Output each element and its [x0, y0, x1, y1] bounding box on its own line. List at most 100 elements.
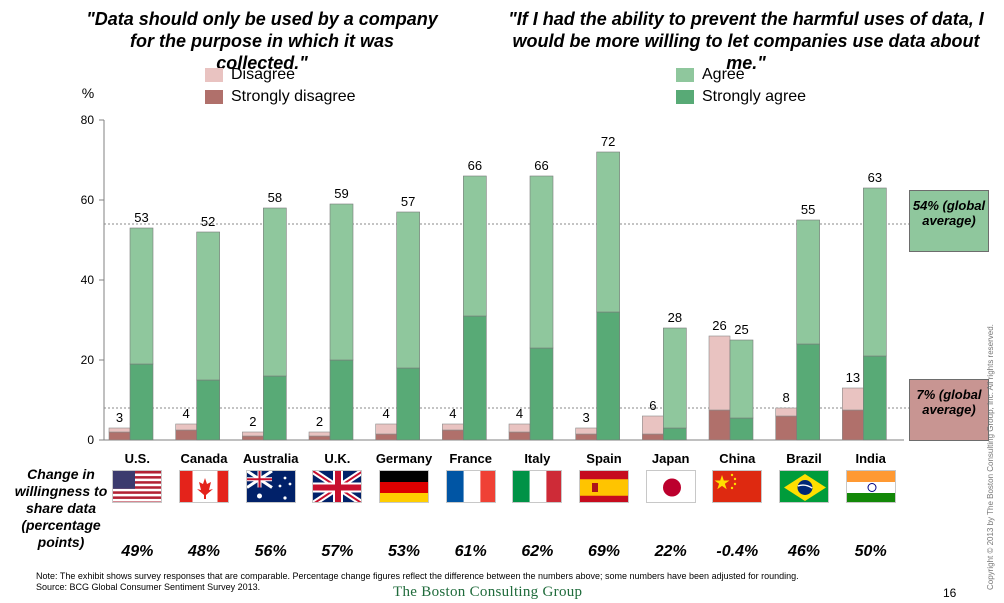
note-text: Note: The exhibit shows survey responses…	[36, 571, 799, 581]
category-label: U.S.	[125, 451, 150, 466]
category-label: France	[449, 451, 492, 466]
category-label: Australia	[243, 451, 299, 466]
y-tick-label: 80	[81, 113, 95, 127]
bar-agree	[863, 187, 887, 357]
source-text: Source: BCG Global Consumer Sentiment Su…	[36, 582, 261, 592]
bar-agree	[529, 175, 554, 349]
data-label-disagree: 4	[183, 406, 190, 421]
italy-flag-icon	[512, 470, 563, 503]
bar-agree	[196, 231, 220, 381]
bar-disagree	[842, 387, 864, 411]
australia-flag-icon	[245, 470, 296, 503]
disagree-global-average-box: 7% (global average)	[909, 379, 989, 441]
bar-strongly-disagree	[108, 431, 131, 441]
bar-strongly-agree	[796, 343, 820, 441]
quote-right: "If I had the ability to prevent the har…	[508, 9, 984, 73]
bar-strongly-disagree	[575, 433, 597, 441]
bar-disagree	[375, 423, 397, 435]
category-label: Brazil	[786, 451, 821, 466]
bar-strongly-disagree	[308, 435, 331, 441]
bar-agree	[129, 227, 154, 365]
data-label-disagree: 3	[116, 410, 123, 425]
bar-strongly-disagree	[375, 433, 397, 441]
canada-flag-icon	[179, 470, 229, 503]
quote-left: "Data should only be used by a company f…	[86, 9, 438, 73]
data-label-disagree: 13	[846, 370, 860, 385]
change-value: 57%	[321, 543, 354, 560]
data-label-agree: 57	[401, 194, 415, 209]
change-value: 69%	[587, 543, 621, 560]
footnote: Note: The exhibit shows survey responses…	[36, 571, 799, 593]
change-value: 48%	[187, 543, 221, 560]
bar-strongly-disagree	[508, 431, 531, 441]
data-label-disagree: 4	[516, 406, 523, 421]
bar-disagree	[108, 427, 131, 433]
bar-strongly-agree	[263, 375, 287, 441]
bar-strongly-disagree	[842, 409, 864, 441]
category-label: Canada	[181, 451, 229, 466]
category-label: U.K.	[324, 451, 350, 466]
legend-disagree: Disagree Strongly disagree	[205, 64, 356, 108]
china-flag-icon	[712, 470, 763, 503]
agree-global-average-box: 54% (global average)	[909, 190, 989, 252]
category-label: Spain	[586, 451, 621, 466]
change-value: 61%	[454, 543, 487, 560]
bar-strongly-disagree	[775, 415, 797, 441]
y-tick-label: 20	[81, 353, 95, 367]
change-value: 53%	[387, 543, 421, 560]
legend-item-strongly-agree: Strongly agree	[676, 86, 806, 108]
bar-disagree	[708, 335, 731, 411]
brazil-flag-icon	[779, 470, 829, 503]
data-label-agree: 59	[334, 186, 348, 201]
data-label-agree: 55	[801, 202, 815, 217]
bar-agree	[663, 327, 687, 429]
data-label-disagree: 4	[383, 406, 390, 421]
uk-flag-icon	[312, 470, 363, 503]
bar-disagree	[308, 431, 331, 437]
y-tick-label: 0	[87, 433, 94, 447]
change-in-willingness-label: Change in willingness to share data (per…	[14, 466, 108, 550]
change-value: 50%	[854, 543, 887, 560]
bar-strongly-disagree	[442, 429, 464, 441]
data-label-disagree: 26	[712, 318, 726, 333]
bar-strongly-agree	[463, 315, 487, 441]
germany-flag-icon	[379, 470, 429, 503]
bar-strongly-disagree	[242, 435, 264, 441]
change-value: 46%	[787, 543, 821, 560]
change-value: 49%	[121, 543, 154, 560]
y-tick-label: 60	[81, 193, 95, 207]
data-label-disagree: 2	[316, 414, 323, 429]
y-tick-label: 40	[81, 273, 95, 287]
bar-strongly-agree	[396, 367, 420, 441]
change-value: 62%	[521, 543, 554, 560]
data-label-disagree: 3	[583, 410, 590, 425]
legend-label-strongly-disagree: Strongly disagree	[231, 88, 356, 105]
bar-strongly-agree	[729, 417, 754, 441]
bar-disagree	[775, 407, 797, 417]
data-label-disagree: 2	[249, 414, 256, 429]
india-flag-icon	[845, 470, 896, 503]
bar-strongly-agree	[663, 427, 687, 441]
legend-item-strongly-disagree: Strongly disagree	[205, 86, 356, 108]
bar-strongly-disagree	[708, 409, 731, 441]
copyright-text: Copyright © 2013 by The Boston Consultin…	[986, 324, 995, 590]
data-label-agree: 58	[268, 190, 282, 205]
data-label-disagree: 4	[449, 406, 456, 421]
bar-strongly-disagree	[175, 429, 197, 441]
change-value: -0.4%	[716, 543, 759, 560]
bar-disagree	[575, 427, 597, 435]
legend-swatch-agree	[676, 68, 694, 82]
bar-agree	[729, 339, 754, 419]
page-number: 16	[943, 586, 957, 600]
legend-label-agree: Agree	[702, 66, 745, 83]
category-label: Germany	[376, 451, 433, 466]
bcg-logo: The Boston Consulting Group	[393, 584, 583, 600]
bar-disagree	[242, 431, 264, 437]
bar-agree	[263, 207, 287, 377]
japan-flag-icon	[645, 470, 696, 503]
bar-agree	[396, 211, 420, 369]
legend-swatch-strongly-agree	[676, 90, 694, 104]
bar-disagree	[442, 423, 464, 431]
data-label-agree: 66	[468, 158, 482, 173]
